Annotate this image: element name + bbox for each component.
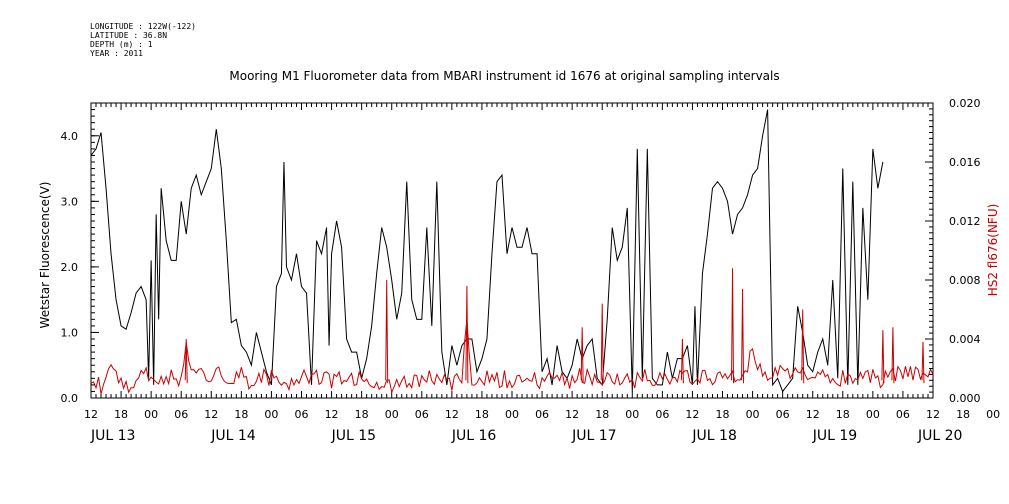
x-day-label: JUL 15 (331, 428, 376, 444)
x-tick-label: 06 (655, 408, 669, 421)
right-tick-label: 0.004 (949, 333, 981, 346)
left-tick-label: 3.0 (61, 195, 79, 208)
hs2-spike (385, 279, 389, 384)
metadata-block: LONGITUDE : 122W(-122) LATITUDE : 36.8N … (90, 22, 196, 58)
right-axis: 0.000 0.004 0.008 0.012 0.016 0.020 (925, 97, 981, 405)
hs2-spike (184, 338, 188, 384)
left-axis: 0.0 1.0 2.0 3.0 4.0 (61, 102, 99, 405)
left-tick-label: 0.0 (61, 392, 79, 405)
chart-title: Mooring M1 Fluorometer data from MBARI i… (229, 69, 780, 83)
x-tick-label: 00 (625, 408, 639, 421)
x-day-label: JUL 20 (917, 428, 962, 444)
x-tick-label: 00 (505, 408, 519, 421)
x-tick-label: 12 (84, 408, 98, 421)
depth-label: DEPTH (m) : 1 (90, 40, 153, 49)
right-tick-label: 0.016 (949, 156, 981, 169)
x-tick-label: 00 (385, 408, 399, 421)
hs2-spike (801, 309, 805, 384)
hs2-line (90, 319, 934, 395)
left-tick-label: 4.0 (61, 130, 79, 143)
x-day-label: JUL 13 (90, 428, 135, 444)
year-label: YEAR : 2011 (90, 49, 143, 58)
x-tick-label: 06 (535, 408, 549, 421)
right-tick-label: 0.008 (949, 274, 981, 287)
x-tick-label: 00 (144, 408, 158, 421)
plot-border (90, 102, 934, 399)
x-tick-label: 18 (234, 408, 248, 421)
hs2-spike (921, 341, 925, 384)
wetstar-line (90, 109, 884, 393)
x-tick-label: 06 (776, 408, 790, 421)
hs2-spike (741, 288, 745, 384)
x-tick-label: 12 (806, 408, 820, 421)
bottom-axis: 12 18 00 06 12 18 00 06 12 18 00 06 12 18 00 06 12 18 00 06… (84, 408, 1000, 444)
x-tick-label: 12 (204, 408, 218, 421)
hs2-spike (881, 330, 885, 384)
x-tick-label: 12 (926, 408, 940, 421)
x-tick-label: 12 (685, 408, 699, 421)
left-tick-label: 2.0 (61, 261, 79, 274)
hs2-spike (731, 268, 735, 384)
right-tick-label: 0.012 (949, 215, 981, 228)
x-tick-label: 00 (866, 408, 880, 421)
x-day-label: JUL 14 (210, 428, 256, 444)
hs2-spike (580, 327, 584, 384)
x-tick-label: 06 (415, 408, 429, 421)
right-tick-label: 0.000 (949, 392, 981, 405)
hs2-spike (891, 327, 895, 384)
x-tick-label: 18 (595, 408, 609, 421)
plot-frame (90, 102, 934, 399)
left-tick-label: 1.0 (61, 326, 79, 339)
hs2-series (90, 268, 934, 395)
x-tick-label: 00 (986, 408, 1000, 421)
right-tick-label: 0.020 (949, 97, 981, 110)
x-tick-label: 18 (355, 408, 369, 421)
hs2-spike (600, 303, 604, 384)
x-tick-label: 06 (174, 408, 188, 421)
x-tick-label: 18 (836, 408, 850, 421)
x-tick-label: 12 (445, 408, 459, 421)
x-tick-label: 12 (325, 408, 339, 421)
right-axis-title: HS2 fl676(NFU) (986, 204, 1000, 297)
x-tick-label: 06 (295, 408, 309, 421)
x-tick-label: 06 (896, 408, 910, 421)
hs2-spike (680, 338, 684, 384)
latitude-label: LATITUDE : 36.8N (90, 31, 168, 40)
left-axis-title: Wetstar Fluorescence(V) (38, 182, 52, 329)
x-day-label: JUL 17 (571, 428, 616, 444)
x-day-label: JUL 19 (812, 428, 857, 444)
x-tick-label: 00 (746, 408, 760, 421)
hs2-spike (465, 285, 469, 384)
x-tick-label: 12 (565, 408, 579, 421)
wetstar-series (90, 109, 884, 393)
x-tick-label: 18 (114, 408, 128, 421)
x-tick-label: 00 (264, 408, 278, 421)
x-day-label: JUL 16 (451, 428, 497, 444)
x-tick-label: 18 (956, 408, 970, 421)
x-day-label: JUL 18 (691, 428, 736, 444)
longitude-label: LONGITUDE : 122W(-122) (90, 22, 196, 31)
x-tick-label: 18 (475, 408, 489, 421)
x-tick-label: 18 (716, 408, 730, 421)
